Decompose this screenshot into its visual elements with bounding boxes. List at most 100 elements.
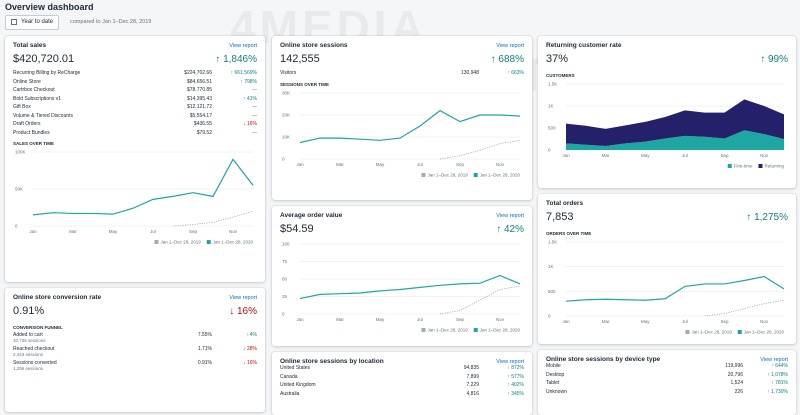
change: 1,275% xyxy=(746,212,788,223)
y-tick-label: 10K xyxy=(282,134,290,139)
row-label: Added to cart 10,736 sessions xyxy=(13,332,157,343)
row-label: Unknown xyxy=(546,388,567,395)
row-value: 119,996 xyxy=(725,363,743,369)
y-tick-label: 1K xyxy=(548,104,554,109)
y-tick-label: 25 xyxy=(282,294,288,299)
view-report-link[interactable]: View report xyxy=(229,43,257,49)
chart: 0 500 1K 1.5K Jan Mar May Jul Sep Nov First-time Re… xyxy=(548,82,784,169)
view-report-link[interactable]: View report xyxy=(760,357,788,363)
line xyxy=(439,285,521,315)
table-row: Unknown 2261,730% xyxy=(546,389,788,398)
y-tick-label: 1.5K xyxy=(548,82,557,87)
legend-swatch xyxy=(473,172,478,177)
row-label: Tablet xyxy=(546,380,560,386)
change: — xyxy=(252,112,257,119)
row-value: $436.55 xyxy=(193,121,212,127)
row-label: Australia xyxy=(280,390,300,397)
metric: $420,720.01 1,846% xyxy=(13,53,257,65)
y-tick-label: 500 xyxy=(548,126,556,131)
x-tick-label: Sep xyxy=(456,162,465,167)
row-value: 130,948 xyxy=(460,70,479,76)
y-tick-label: 0 xyxy=(548,148,551,153)
row-label: Volume & Tiered Discounts xyxy=(13,112,74,119)
change: 661,569% xyxy=(212,70,257,76)
y-tick-label: 20K xyxy=(282,112,290,117)
row-sub: 10,736 sessions xyxy=(13,338,46,343)
metric-value: 142,555 xyxy=(280,53,320,65)
chart-label: SALES OVER TIME xyxy=(13,141,55,146)
row-value: 1.71% xyxy=(197,346,212,352)
x-tick-label: Mar xyxy=(69,229,77,234)
x-tick-label: Jan xyxy=(296,162,304,167)
card: Total orders 7,853 1,275% ORDERS OVER TIME 0… xyxy=(538,194,796,344)
y-tick-label: 30K xyxy=(282,90,290,95)
x-tick-label: Jan xyxy=(562,319,570,324)
x-tick-label: Jul xyxy=(417,162,423,167)
legend: Jan 1–Dec 28, 2019 Jan 1–Dec 28, 2020 xyxy=(154,240,253,245)
legend-swatch xyxy=(758,164,763,168)
view-report-link[interactable]: View report xyxy=(496,43,524,49)
line xyxy=(299,274,521,300)
table-row: Gift Box $12,121.72 — xyxy=(13,104,257,113)
view-report-link[interactable]: View report xyxy=(496,359,524,365)
legend: First-time Returning xyxy=(727,164,784,169)
metric-value: $420,720.01 xyxy=(13,53,75,65)
date-button[interactable]: Year to date xyxy=(5,15,60,30)
card: Average order value View report $54.59 42% 0… xyxy=(272,206,532,346)
table-row: Australia 4,816345% xyxy=(280,391,524,400)
view-report-link[interactable]: View report xyxy=(496,213,524,219)
row-value: $12,121.72 xyxy=(186,104,212,110)
change: 41% xyxy=(212,96,257,102)
page-title: Overview dashboard xyxy=(5,2,94,12)
x-tick-label: Nov xyxy=(760,153,769,158)
row-sub: 1,296 sessions xyxy=(13,366,44,371)
row-label: Product Bundles xyxy=(13,129,50,136)
table-row: United Kingdom 7,229402% xyxy=(280,382,524,391)
y-tick-label: 75 xyxy=(282,259,288,264)
view-report-link[interactable]: View report xyxy=(229,295,257,301)
line xyxy=(439,139,521,159)
table-row: Volume & Tiered Discounts $5,554.17 — xyxy=(13,113,257,122)
row-label: Mobile xyxy=(546,363,561,369)
change: 1,846% xyxy=(215,54,257,65)
row-label: United States xyxy=(280,365,311,371)
row-value: $79.52 xyxy=(196,129,212,136)
change: — xyxy=(252,129,257,136)
x-tick-label: Jan xyxy=(29,229,37,234)
row-label: Bold Subscriptions v1 xyxy=(13,95,62,102)
table-row: Canada 7,899577% xyxy=(280,374,524,383)
legend-swatch xyxy=(737,330,742,334)
y-tick-label: 100K xyxy=(15,150,26,155)
legend-label: Returning xyxy=(764,164,784,169)
card: Returning customer rate 37% 99% CUSTOMERS 0 5… xyxy=(538,36,796,188)
x-tick-label: May xyxy=(109,229,118,234)
x-tick-label: Mar xyxy=(336,317,344,322)
change: 16% xyxy=(212,360,257,366)
chart: 0 500 1K 1.5K Jan Mar May Jul Sep Nov Jan 1–Dec 28… xyxy=(548,240,784,335)
legend-label: Jan 1–Dec 28, 2019 xyxy=(427,172,468,177)
card-header: Total sales View report xyxy=(13,42,257,49)
metric-value: 37% xyxy=(546,53,569,65)
card-header: Returning customer rate xyxy=(546,42,788,49)
legend-label: Jan 1–Dec 28, 2019 xyxy=(160,240,201,245)
y-tick-label: 0 xyxy=(15,224,18,229)
line xyxy=(32,158,254,216)
y-tick-label: 50 xyxy=(282,277,288,282)
row-value: $224,702.66 xyxy=(184,70,212,76)
card-title: Average order value xyxy=(280,212,343,219)
x-tick-label: May xyxy=(376,317,385,322)
metric: 0.91% 16% xyxy=(13,305,257,317)
card-title: Total orders xyxy=(546,200,584,207)
legend-swatch xyxy=(727,164,732,168)
table-row: Visitors 130,948663% xyxy=(280,70,524,79)
x-tick-label: Nov xyxy=(760,319,769,324)
chart-label: CUSTOMERS xyxy=(546,73,575,78)
change: 688% xyxy=(491,54,524,65)
row-label: Online Store xyxy=(13,78,41,85)
card-header: Average order value View report xyxy=(280,212,524,219)
change: 345% xyxy=(479,391,524,397)
comparison-text: compared to Jan 1–Dec 28, 2019 xyxy=(70,19,152,25)
chart: 0 10K 20K 30K Jan Mar May Jul Sep Nov Jan 1–Dec 28… xyxy=(282,90,521,177)
